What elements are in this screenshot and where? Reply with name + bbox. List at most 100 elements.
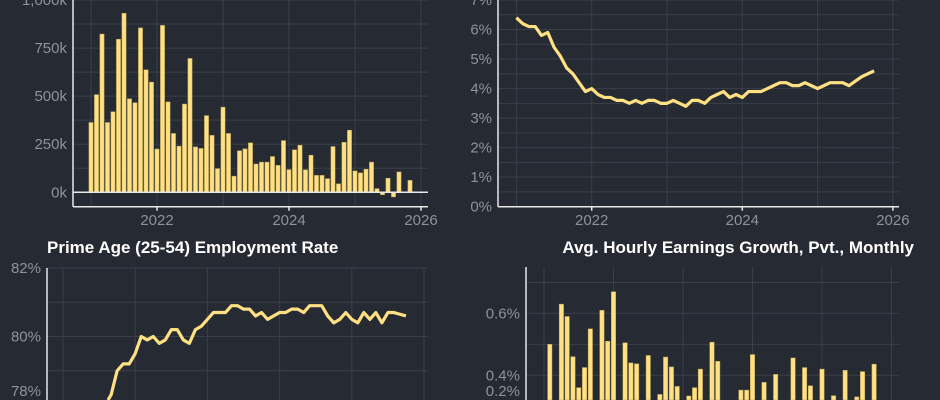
y-tick-label: 0k [51, 184, 67, 201]
y-tick-label: 0% [470, 199, 492, 216]
bar [275, 165, 281, 193]
bar [407, 180, 413, 193]
bar [259, 161, 264, 193]
bar [715, 361, 721, 400]
bar [292, 149, 297, 193]
bar [121, 13, 127, 193]
bar [248, 142, 253, 193]
bar [105, 122, 110, 193]
bar [143, 69, 149, 193]
bar [738, 389, 744, 400]
bar [396, 171, 402, 193]
y-tick-label: 1,000k [22, 0, 68, 9]
bar [871, 363, 877, 400]
bar [668, 366, 674, 400]
bar [94, 94, 99, 193]
bar [182, 103, 187, 193]
bar [709, 341, 715, 400]
bar [281, 140, 286, 193]
y-tick-label: 82% [11, 260, 41, 277]
bar [686, 395, 692, 400]
bar [149, 81, 154, 193]
bar [264, 161, 270, 193]
chart-title: Avg. Hourly Earnings Growth, Pvt., Month… [562, 238, 914, 257]
bar [171, 133, 176, 193]
bar [253, 163, 259, 193]
bar [385, 177, 391, 193]
bar [358, 172, 363, 193]
bar [319, 175, 325, 193]
bar [127, 98, 132, 193]
bar [570, 356, 576, 400]
bar [657, 394, 663, 400]
bar [314, 175, 319, 193]
y-tick-label: 2% [470, 140, 492, 157]
bar [154, 148, 160, 193]
bar [558, 303, 564, 400]
panel-wage-growth-line: 0% 1% 2% 3% 4% 5% 6% 7% 2022 2024 2026 [470, 0, 910, 229]
y-tick-label: 6% [470, 22, 492, 39]
y-tick-label: 80% [11, 329, 41, 346]
bar [761, 382, 767, 400]
bar [231, 175, 237, 193]
bar [176, 145, 182, 193]
bar [242, 148, 248, 193]
bar [99, 33, 105, 193]
panel-hourly-earnings-growth: Avg. Hourly Earnings Growth, Pvt., Month… [486, 238, 915, 400]
bar [363, 168, 369, 193]
bar [215, 168, 220, 193]
bar [697, 368, 703, 400]
y-tick-label: 1% [470, 169, 492, 186]
x-tick-label: 2026 [404, 212, 437, 229]
x-tick-label: 2024 [726, 212, 759, 229]
bar [303, 169, 308, 193]
bar [819, 368, 825, 400]
bar [341, 142, 347, 193]
bar [750, 354, 755, 400]
bar [790, 357, 796, 400]
bar [587, 328, 593, 400]
bar [634, 363, 640, 400]
bar [88, 122, 94, 193]
bar [270, 156, 275, 193]
bar [831, 395, 837, 400]
bar [330, 146, 336, 193]
bar [773, 374, 779, 400]
y-tick-label: 0.6% [486, 305, 520, 322]
series-line [106, 304, 407, 400]
y-tick-label: 0.4% [486, 367, 520, 384]
y-tick-label: 250k [34, 136, 67, 153]
y-tick-label: 78% [11, 383, 41, 400]
bar [645, 355, 651, 400]
bar [226, 133, 231, 193]
bar [674, 386, 680, 400]
bar [564, 316, 570, 400]
bar [807, 385, 813, 400]
bar [744, 389, 750, 400]
y-tick-label: 4% [470, 81, 492, 98]
panel-prime-age-employment: Prime Age (25-54) Employment Rate 78% 80%… [11, 238, 428, 400]
chart-title: Prime Age (25-54) Employment Rate [47, 238, 338, 257]
bar [547, 344, 553, 400]
x-tick-label: 2026 [876, 212, 909, 229]
panel-jobs-change: 0k 250k 500k 750k 1,000k 2022 2024 2026 [22, 0, 438, 229]
y-tick-label: 750k [34, 40, 67, 57]
bar [860, 371, 865, 400]
y-tick-label: 3% [470, 110, 492, 127]
bar [297, 144, 303, 193]
bar [160, 25, 165, 193]
bar [336, 183, 341, 193]
bar [582, 367, 587, 400]
bar [198, 148, 204, 193]
bar [110, 111, 116, 193]
bar [187, 58, 193, 193]
bar [605, 340, 611, 400]
y-tick-label: 7% [470, 0, 492, 9]
bar [622, 342, 628, 400]
bar [369, 161, 374, 193]
bar [576, 387, 582, 400]
bar [220, 106, 226, 193]
bar [352, 170, 358, 193]
bar [286, 169, 292, 193]
